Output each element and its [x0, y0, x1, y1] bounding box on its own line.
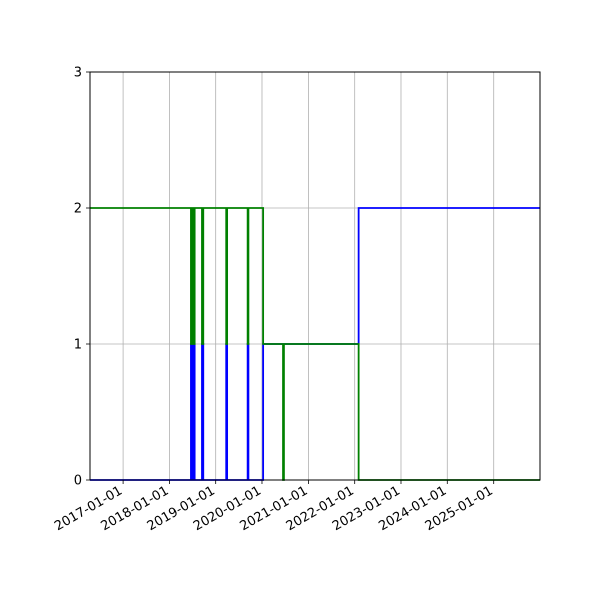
y-tick-label: 0: [74, 474, 82, 489]
plot-background: [90, 72, 540, 480]
y-tick-label: 2: [74, 202, 82, 217]
y-tick-label: 3: [74, 66, 82, 81]
series-line-2: [90, 207, 540, 481]
y-tick-label: 1: [74, 338, 82, 353]
plot-frame: [89, 71, 541, 481]
